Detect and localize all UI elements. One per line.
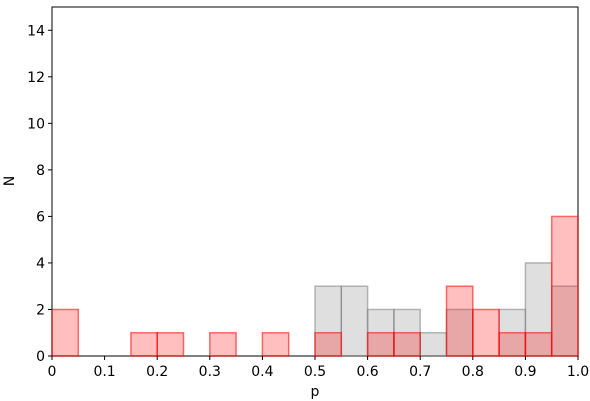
histogram-bar [472, 308, 500, 357]
x-tick-label: 0.4 [251, 364, 273, 380]
x-tick-label: 0 [48, 364, 57, 380]
y-tick-label: 4 [36, 256, 45, 272]
y-tick-label: 10 [27, 116, 45, 132]
x-tick-label: 1.0 [567, 364, 589, 380]
x-tick-label: 0.3 [199, 364, 221, 380]
histogram-bar [498, 331, 527, 357]
histogram-bar [314, 331, 343, 357]
histogram-bar [445, 285, 474, 357]
x-tick-label: 0.2 [146, 364, 168, 380]
x-axis-label: p [311, 384, 320, 400]
x-tick-label: 0.7 [409, 364, 431, 380]
histogram-bar [130, 331, 158, 357]
y-axis-label: N [2, 176, 18, 186]
histogram-bar [261, 331, 290, 357]
y-tick-label: 0 [36, 349, 45, 365]
x-tick-label: 0.8 [462, 364, 484, 380]
y-tick-label: 12 [27, 70, 45, 86]
x-tick-label: 0.9 [514, 364, 536, 380]
histogram-bar [156, 331, 185, 357]
histogram-bar [366, 331, 395, 357]
y-tick-label: 14 [27, 23, 45, 39]
histogram-bar [393, 331, 421, 357]
histogram-bar [51, 308, 80, 357]
histogram-bar [524, 262, 553, 357]
histogram-bar [419, 331, 448, 357]
x-tick-label: 0.5 [304, 364, 326, 380]
histogram-bar [550, 215, 579, 357]
x-tick-label: 0.1 [93, 364, 115, 380]
histogram-bar [340, 285, 369, 357]
y-tick-label: 6 [36, 209, 45, 225]
histogram-bar [524, 331, 553, 357]
x-tick-label: 0.6 [356, 364, 378, 380]
y-tick-label: 2 [36, 302, 45, 318]
y-tick-label: 8 [36, 163, 45, 179]
histogram-bar [209, 331, 237, 357]
